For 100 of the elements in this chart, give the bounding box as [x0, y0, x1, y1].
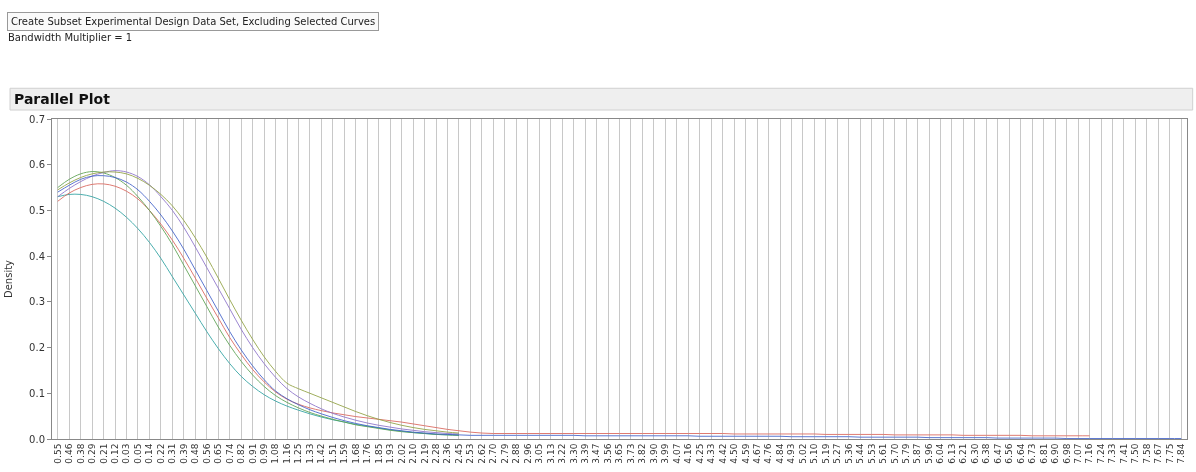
x-tick-label: 0.29 [87, 443, 98, 464]
x-tick-label: 6.90 [1050, 443, 1061, 464]
x-tick-label: 4.59 [740, 443, 751, 464]
x-tick-label: 2.10 [408, 443, 419, 464]
x-tick-label: 5.61 [878, 443, 889, 464]
x-tick-label: 2.19 [419, 443, 430, 464]
x-tick-label: 5.53 [866, 443, 877, 464]
y-tick-label: 0.1 [29, 387, 45, 399]
x-tick-label: 5.19 [820, 443, 831, 464]
x-tick-label: 0.91 [247, 443, 258, 464]
x-tick-label: 7.07 [1073, 443, 1084, 464]
x-tick-label: 7.41 [1118, 443, 1129, 464]
x-tick-label: 1.68 [350, 443, 361, 464]
x-tick-label: 0.21 [98, 443, 109, 464]
x-tick-label: 2.88 [511, 443, 522, 464]
x-tick-label: 7.16 [1084, 443, 1095, 464]
x-tick-label: 4.16 [683, 443, 694, 464]
x-tick-label: 7.75 [1164, 443, 1175, 464]
x-tick-label: 0.55 [52, 443, 63, 464]
x-tick-label: 2.53 [465, 443, 476, 464]
x-tick-label: 2.79 [499, 443, 510, 464]
x-tick-label: 6.30 [969, 443, 980, 464]
chart-title: Parallel Plot [14, 91, 111, 107]
y-tick-label: 0.6 [29, 159, 45, 171]
x-tick-label: 0.48 [190, 443, 201, 464]
x-tick-label: 2.70 [488, 443, 499, 464]
x-tick-label: 0.46 [64, 443, 75, 464]
x-tick-label: 1.76 [362, 443, 373, 464]
x-tick-label: 3.13 [545, 443, 556, 464]
x-tick-label: 4.93 [786, 443, 797, 464]
x-tick-label: 2.02 [396, 443, 407, 464]
x-tick-label: 0.03 [121, 443, 132, 464]
x-tick-label: 0.39 [178, 443, 189, 464]
x-tick-label: 3.73 [625, 443, 636, 464]
text: Create Subset Experimental Design Data Set, Excluding Selected Curves [11, 16, 376, 27]
x-tick-label: 3.22 [557, 443, 568, 464]
x-tick-label: 5.27 [832, 443, 843, 464]
x-tick-label: 3.65 [614, 443, 625, 464]
x-tick-label: 3.47 [591, 443, 602, 464]
x-tick-label: 0.22 [155, 443, 166, 464]
x-tick-label: 1.59 [339, 443, 350, 464]
x-tick-label: 1.85 [373, 443, 384, 464]
y-tick-label: 0.2 [29, 342, 45, 354]
x-tick-label: 3.30 [568, 443, 579, 464]
x-tick-label: 1.33 [304, 443, 315, 464]
x-tick-label: 0.12 [109, 443, 120, 464]
x-tick-label: 4.07 [671, 443, 682, 464]
y-tick-label: 0.3 [29, 296, 45, 308]
x-tick-label: 3.56 [602, 443, 613, 464]
x-tick-label: 5.44 [855, 443, 866, 464]
x-tick-label: 1.51 [327, 443, 338, 464]
x-tick-label: 6.21 [958, 443, 969, 464]
x-tick-label: 4.84 [774, 443, 785, 464]
x-tick-label: 6.98 [1061, 443, 1072, 464]
y-axis-title: Density [3, 259, 15, 299]
x-tick-label: 6.64 [1015, 443, 1026, 464]
x-tick-label: 2.62 [476, 443, 487, 464]
y-tick-label: 0.4 [29, 250, 45, 262]
x-tick-label: 3.39 [580, 443, 591, 464]
x-tick-label: 3.82 [637, 443, 648, 464]
x-tick-label: 1.42 [316, 443, 327, 464]
x-tick-label: 0.65 [213, 443, 224, 464]
x-tick-label: 7.50 [1130, 443, 1141, 464]
x-tick-label: 3.05 [534, 443, 545, 464]
x-tick-label: 0.74 [224, 443, 235, 464]
x-tick-label: 5.02 [797, 443, 808, 464]
x-tick-label: 1.08 [270, 443, 281, 464]
x-tick-label: 3.99 [660, 443, 671, 464]
x-tick-label: 5.10 [809, 443, 820, 464]
x-tick-label: 5.70 [889, 443, 900, 464]
x-tick-label: 0.56 [201, 443, 212, 464]
x-tick-label: 6.73 [1027, 443, 1038, 464]
x-tick-label: 2.45 [453, 443, 464, 464]
x-tick-label: 0.14 [144, 443, 155, 464]
x-tick-label: 5.96 [923, 443, 934, 464]
x-tick-label: 5.79 [901, 443, 912, 464]
x-tick-label: 4.67 [752, 443, 763, 464]
x-tick-label: 4.42 [717, 443, 728, 464]
y-tick-label: 0.0 [29, 433, 45, 445]
y-tick-label: 0.7 [29, 113, 45, 125]
x-tick-label: 0.38 [75, 443, 86, 464]
y-tick-label: 0.5 [29, 204, 45, 216]
x-tick-label: 7.58 [1141, 443, 1152, 464]
x-tick-label: 7.24 [1095, 443, 1106, 464]
x-tick-label: 5.87 [912, 443, 923, 464]
x-tick-label: 0.31 [167, 443, 178, 464]
x-tick-label: 6.81 [1038, 443, 1049, 464]
x-tick-label: 4.33 [706, 443, 717, 464]
x-tick-label: 2.36 [442, 443, 453, 464]
x-tick-label: 6.38 [981, 443, 992, 464]
x-tick-label: 7.67 [1153, 443, 1164, 464]
x-tick-label: 6.47 [992, 443, 1003, 464]
x-tick-label: 2.28 [430, 443, 441, 464]
x-tick-label: 4.50 [729, 443, 740, 464]
x-tick-label: 7.84 [1176, 443, 1187, 464]
x-tick-label: 1.25 [293, 443, 304, 464]
text: Bandwidth Multiplier = 1 [8, 32, 133, 43]
x-tick-label: 0.99 [259, 443, 270, 464]
x-tick-label: 2.96 [522, 443, 533, 464]
x-tick-label: 0.05 [132, 443, 143, 464]
